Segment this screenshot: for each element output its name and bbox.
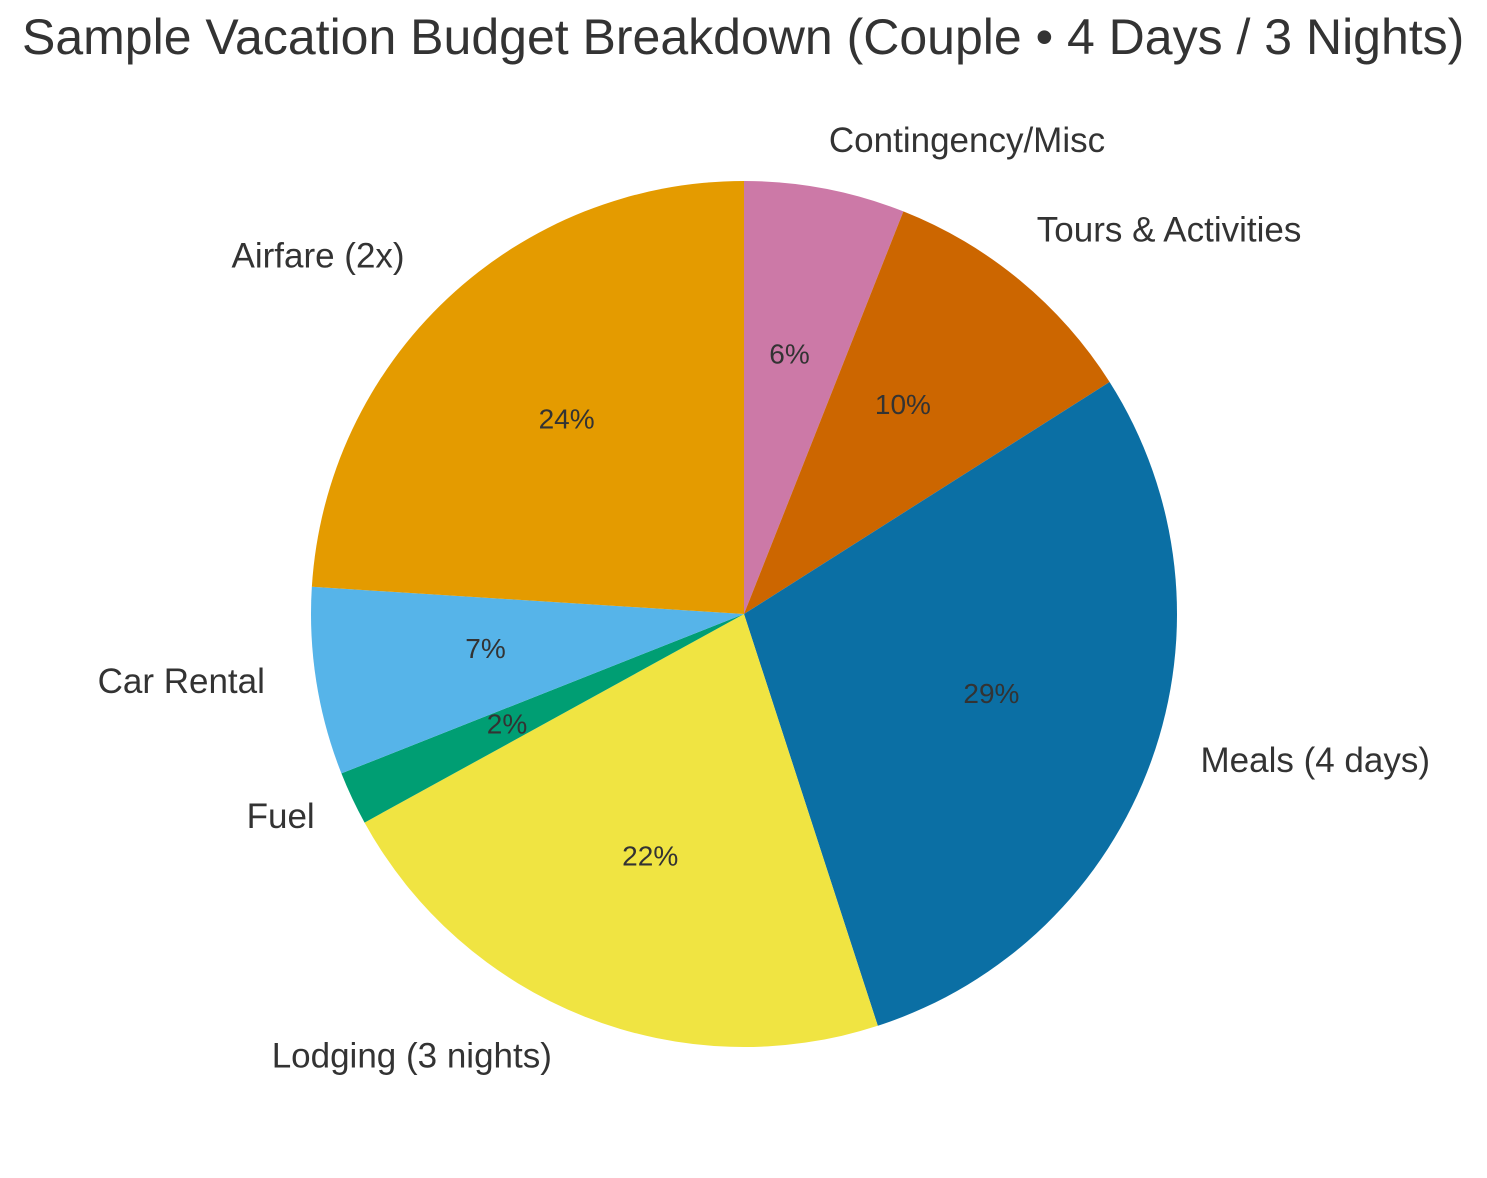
- svg-text:7%: 7%: [465, 633, 505, 664]
- svg-text:Car Rental: Car Rental: [98, 662, 265, 701]
- svg-text:29%: 29%: [963, 678, 1019, 709]
- svg-text:Meals (4 days): Meals (4 days): [1201, 741, 1431, 780]
- svg-text:2%: 2%: [487, 709, 527, 740]
- svg-text:22%: 22%: [622, 841, 678, 872]
- svg-text:24%: 24%: [539, 404, 595, 435]
- svg-text:Lodging (3 nights): Lodging (3 nights): [272, 1036, 552, 1075]
- svg-text:6%: 6%: [769, 338, 809, 369]
- svg-text:Airfare (2x): Airfare (2x): [232, 236, 405, 275]
- svg-text:Tours & Activities: Tours & Activities: [1037, 210, 1302, 249]
- svg-text:10%: 10%: [875, 389, 931, 420]
- svg-text:Contingency/Misc: Contingency/Misc: [829, 121, 1105, 160]
- svg-text:Fuel: Fuel: [247, 797, 315, 836]
